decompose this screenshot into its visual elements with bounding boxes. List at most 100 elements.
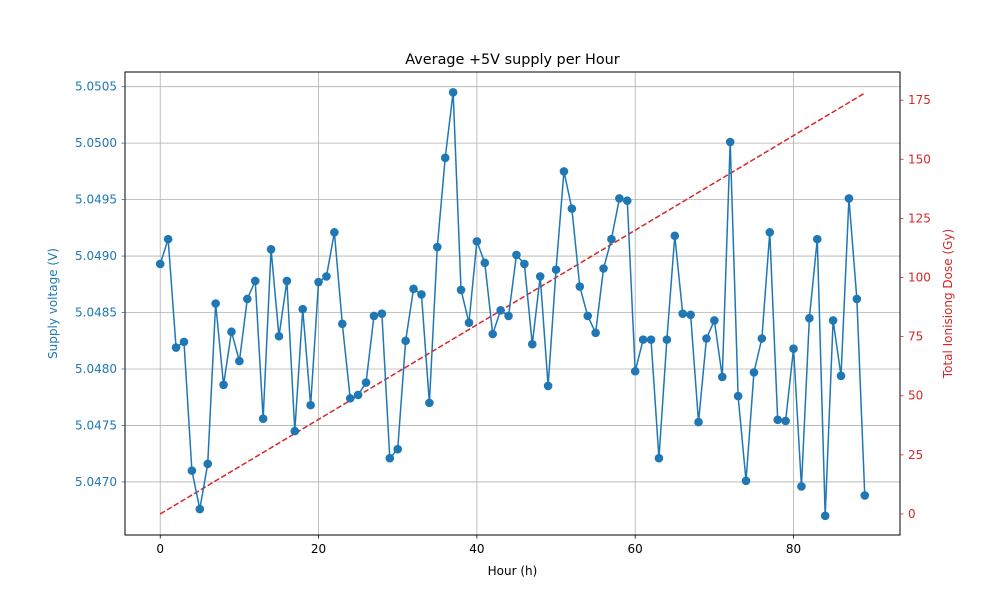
- voltage-point-12: [250, 276, 260, 286]
- voltage-point-46: [520, 259, 529, 269]
- voltage-point-11: [243, 294, 252, 304]
- voltage-point-82: [805, 313, 814, 323]
- voltage-point-22: [330, 228, 339, 237]
- voltage-point-21: [322, 272, 331, 281]
- right-tick-label-2: 50: [908, 389, 923, 403]
- voltage-point-33: [417, 290, 426, 299]
- voltage-point-69: [702, 334, 711, 343]
- voltage-point-40: [472, 237, 482, 246]
- dose-line: [159, 92, 866, 515]
- x-axis-label: Hour (h): [488, 564, 538, 578]
- voltage-point-36: [440, 153, 450, 163]
- voltage-point-52: [567, 204, 577, 213]
- voltage-point-65: [670, 231, 680, 241]
- voltage-point-62: [646, 335, 656, 344]
- voltage-point-1: [163, 234, 173, 244]
- voltage-point-24: [345, 394, 355, 403]
- voltage-point-38: [456, 285, 466, 295]
- voltage-point-31: [401, 336, 410, 346]
- plot-frame: [124, 71, 901, 536]
- right-tick-label-4: 100: [908, 270, 931, 284]
- dose-series: [159, 92, 866, 515]
- voltage-point-9: [227, 327, 236, 337]
- x-tick-label-1: 20: [311, 542, 326, 556]
- voltage-point-53: [575, 282, 585, 291]
- left-tick-label-2: 5.0480: [75, 362, 117, 376]
- voltage-point-79: [781, 416, 790, 426]
- voltage-point-27: [369, 311, 379, 321]
- voltage-point-63: [654, 453, 664, 463]
- right-tick-label-1: 25: [908, 448, 923, 462]
- voltage-point-7: [211, 299, 220, 308]
- voltage-point-44: [504, 311, 513, 321]
- left-tick-label-1: 5.0475: [75, 418, 117, 432]
- voltage-point-28: [377, 309, 387, 318]
- voltage-point-32: [409, 284, 418, 294]
- voltage-point-86: [836, 371, 846, 381]
- right-tick-label-6: 150: [908, 152, 931, 166]
- voltage-point-42: [488, 329, 498, 339]
- voltage-point-8: [219, 380, 228, 390]
- right-axis-ticks: 0 25 50 75 100 125 150 175: [900, 93, 931, 521]
- voltage-line: [159, 91, 866, 517]
- voltage-point-51: [559, 167, 569, 176]
- voltage-point-17: [290, 426, 300, 436]
- voltage-point-89: [860, 491, 870, 500]
- voltage-point-80: [789, 344, 798, 353]
- voltage-point-0: [155, 259, 165, 269]
- left-tick-label-5: 5.0495: [75, 193, 117, 207]
- voltage-point-5: [195, 504, 205, 514]
- voltage-point-78: [773, 415, 782, 425]
- voltage-point-81: [797, 482, 806, 491]
- voltage-point-55: [591, 328, 600, 338]
- voltage-point-72: [725, 137, 735, 147]
- voltage-series: [155, 88, 870, 521]
- voltage-point-83: [812, 234, 822, 244]
- x-tick-label-3: 60: [628, 542, 643, 556]
- voltage-point-26: [361, 378, 371, 387]
- voltage-point-75: [749, 368, 759, 377]
- voltage-point-43: [496, 305, 505, 315]
- voltage-point-66: [678, 309, 687, 318]
- voltage-point-14: [266, 244, 276, 254]
- voltage-point-88: [852, 294, 862, 304]
- voltage-point-15: [274, 331, 284, 341]
- x-tick-label-0: 0: [156, 542, 164, 556]
- voltage-point-45: [512, 250, 521, 260]
- voltage-point-16: [282, 276, 292, 286]
- voltage-point-57: [607, 234, 616, 244]
- voltage-point-77: [765, 228, 775, 237]
- voltage-point-37: [448, 88, 458, 97]
- voltage-point-59: [622, 196, 632, 206]
- right-tick-label-3: 75: [908, 330, 923, 344]
- left-axis-label: Supply voltage (V): [46, 248, 60, 359]
- voltage-point-50: [551, 265, 561, 274]
- voltage-point-34: [425, 398, 434, 408]
- voltage-point-68: [694, 417, 703, 427]
- x-axis-ticks: 0 20 40 60 80: [156, 535, 801, 556]
- voltage-point-74: [741, 476, 751, 486]
- chart-title: Average +5V supply per Hour: [405, 52, 620, 68]
- voltage-point-47: [527, 339, 537, 349]
- voltage-point-48: [535, 272, 545, 281]
- voltage-point-20: [314, 277, 323, 287]
- voltage-point-71: [717, 372, 727, 382]
- voltage-point-60: [630, 366, 640, 376]
- left-tick-label-4: 5.0490: [75, 249, 117, 263]
- voltage-point-85: [828, 316, 838, 325]
- voltage-point-13: [258, 414, 268, 423]
- voltage-point-70: [710, 316, 719, 325]
- voltage-point-35: [432, 242, 442, 252]
- voltage-point-56: [599, 264, 608, 273]
- voltage-point-25: [353, 390, 363, 400]
- voltage-point-84: [820, 511, 830, 521]
- x-tick-label-2: 40: [469, 542, 484, 556]
- left-tick-label-6: 5.0500: [75, 136, 117, 150]
- right-tick-label-7: 175: [908, 93, 931, 107]
- voltage-point-30: [393, 444, 403, 454]
- voltage-point-76: [757, 334, 767, 343]
- voltage-point-49: [543, 381, 553, 391]
- left-tick-label-7: 5.0505: [75, 80, 117, 94]
- voltage-point-19: [306, 400, 315, 410]
- voltage-point-73: [733, 391, 743, 401]
